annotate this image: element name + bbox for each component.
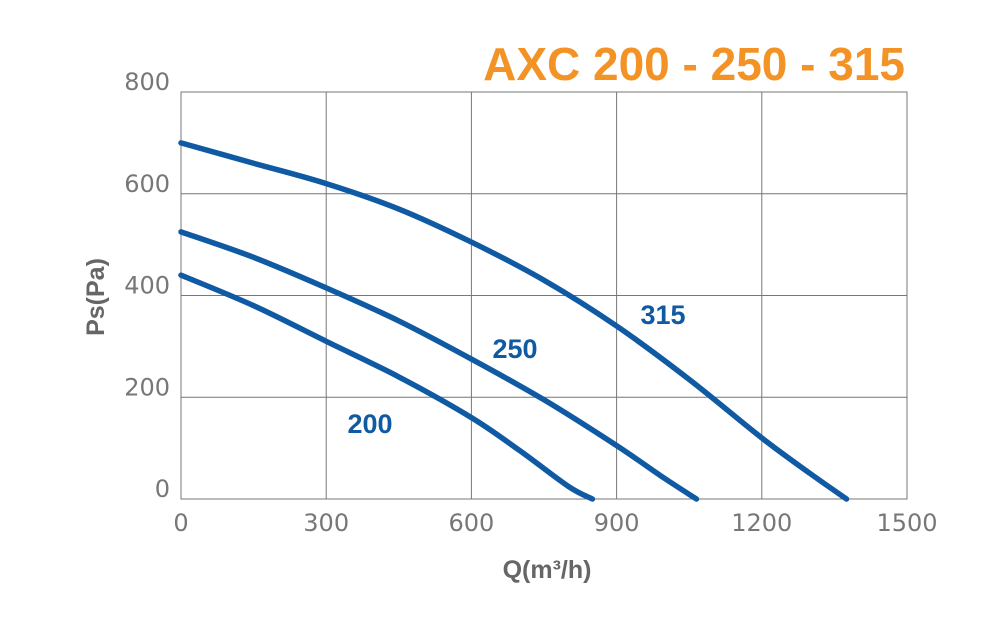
x-tick-label: 0 bbox=[173, 509, 188, 537]
series-curve-200 bbox=[178, 272, 596, 502]
y-tick-label: 200 bbox=[124, 373, 170, 401]
series-label-315: 315 bbox=[640, 300, 685, 330]
x-tick-label: 1200 bbox=[731, 509, 792, 537]
series-curve-250 bbox=[178, 229, 700, 502]
x-tick-labels: 0 300 600 900 1200 1500 bbox=[173, 509, 937, 537]
grid bbox=[180, 91, 908, 500]
x-axis-label: Q(m³/h) bbox=[503, 556, 592, 584]
y-tick-label: 800 bbox=[124, 68, 170, 96]
series-curves bbox=[178, 140, 850, 502]
y-tick-label: 0 bbox=[155, 475, 170, 503]
series-curve-315 bbox=[178, 140, 850, 502]
x-tick-label: 300 bbox=[303, 509, 349, 537]
series-labels: 200 250 315 bbox=[347, 300, 685, 439]
y-tick-labels: 0 200 400 600 800 bbox=[124, 68, 170, 503]
series-label-200: 200 bbox=[347, 409, 392, 439]
series-label-250: 250 bbox=[492, 334, 537, 364]
y-axis-label: Ps(Pa) bbox=[82, 258, 110, 336]
x-tick-label: 600 bbox=[448, 509, 494, 537]
y-tick-label: 400 bbox=[124, 272, 170, 300]
y-tick-label: 600 bbox=[124, 170, 170, 198]
x-tick-label: 900 bbox=[594, 509, 640, 537]
chart-title: AXC 200 - 250 - 315 bbox=[483, 38, 905, 90]
x-tick-label: 1500 bbox=[876, 509, 937, 537]
